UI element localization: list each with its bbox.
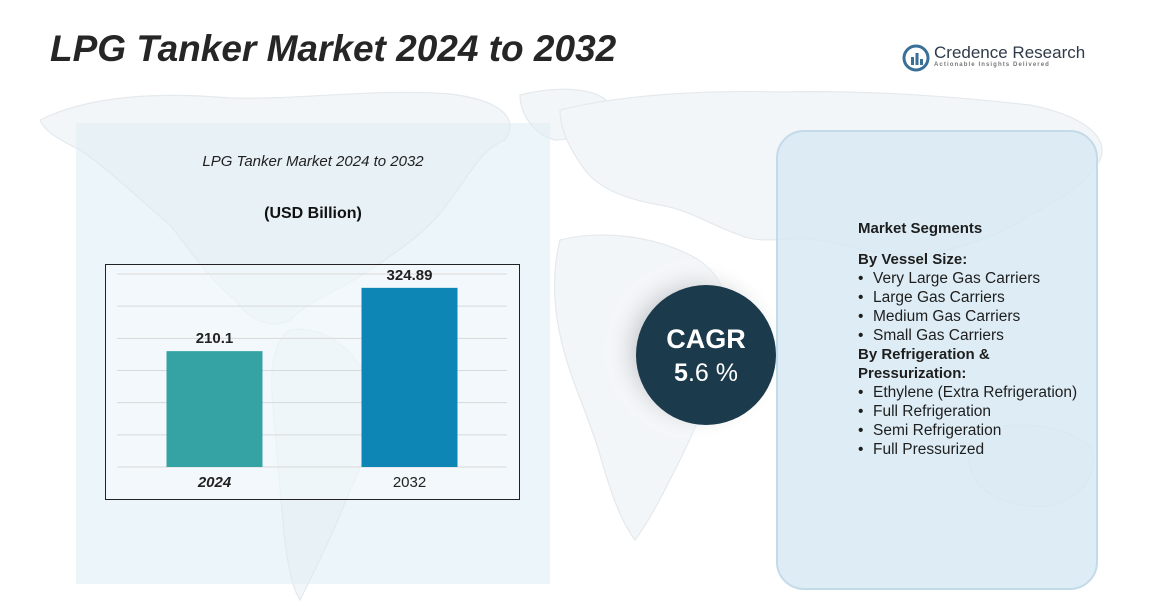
list-item: Ethylene (Extra Refrigeration): [858, 383, 1083, 402]
cagr-value: 5.6 %: [674, 359, 738, 387]
list-item: Medium Gas Carriers: [858, 307, 1083, 326]
list-item: Small Gas Carriers: [858, 326, 1083, 345]
list-item: Large Gas Carriers: [858, 288, 1083, 307]
cagr-value-whole: 5: [674, 359, 688, 387]
chart-panel: LPG Tanker Market 2024 to 2032 (USD Bill…: [76, 123, 550, 584]
segments-content: Market Segments By Vessel Size: Very Lar…: [858, 219, 1083, 459]
brand-name: Credence Research: [934, 43, 1086, 62]
segments-heading: Market Segments: [858, 220, 983, 237]
vessel-size-list: Very Large Gas Carriers Large Gas Carrie…: [858, 269, 1083, 345]
cagr-label: CAGR: [666, 324, 746, 354]
bar-2024: [166, 351, 263, 467]
credence-logo-icon: [902, 44, 930, 72]
cagr-badge: CAGR 5.6 %: [603, 258, 787, 442]
segment-group-refrigeration: By Refrigeration & Pressurization:: [858, 346, 990, 382]
tick-label-2032: 2032: [393, 474, 426, 491]
market-segments-panel: Market Segments By Vessel Size: Very Lar…: [776, 130, 1098, 590]
tick-label-2024: 2024: [197, 474, 232, 491]
chart-unit-label: (USD Billion): [264, 205, 362, 222]
cagr-value-rest: .6 %: [688, 359, 738, 387]
brand-logo: Credence Research Actionable Insights De…: [902, 42, 1102, 74]
page-title: LPG Tanker Market 2024 to 2032: [50, 28, 617, 69]
brand-tagline: Actionable Insights Delivered: [934, 62, 1050, 68]
data-label-2024: 210.1: [196, 330, 234, 347]
segment-group-vessel-size: By Vessel Size:: [858, 251, 968, 268]
chart-title: LPG Tanker Market 2024 to 2032: [202, 153, 424, 170]
list-item: Semi Refrigeration: [858, 421, 1083, 440]
list-item: Full Pressurized: [858, 440, 1083, 459]
list-item: Full Refrigeration: [858, 402, 1083, 421]
refrigeration-list: Ethylene (Extra Refrigeration) Full Refr…: [858, 383, 1083, 459]
data-label-2032: 324.89: [387, 267, 433, 284]
cagr-circle: [636, 285, 776, 425]
list-item: Very Large Gas Carriers: [858, 269, 1083, 288]
bar-2032: [361, 287, 458, 467]
bar-chart: 210.1 2024 324.89 2032: [105, 264, 520, 500]
